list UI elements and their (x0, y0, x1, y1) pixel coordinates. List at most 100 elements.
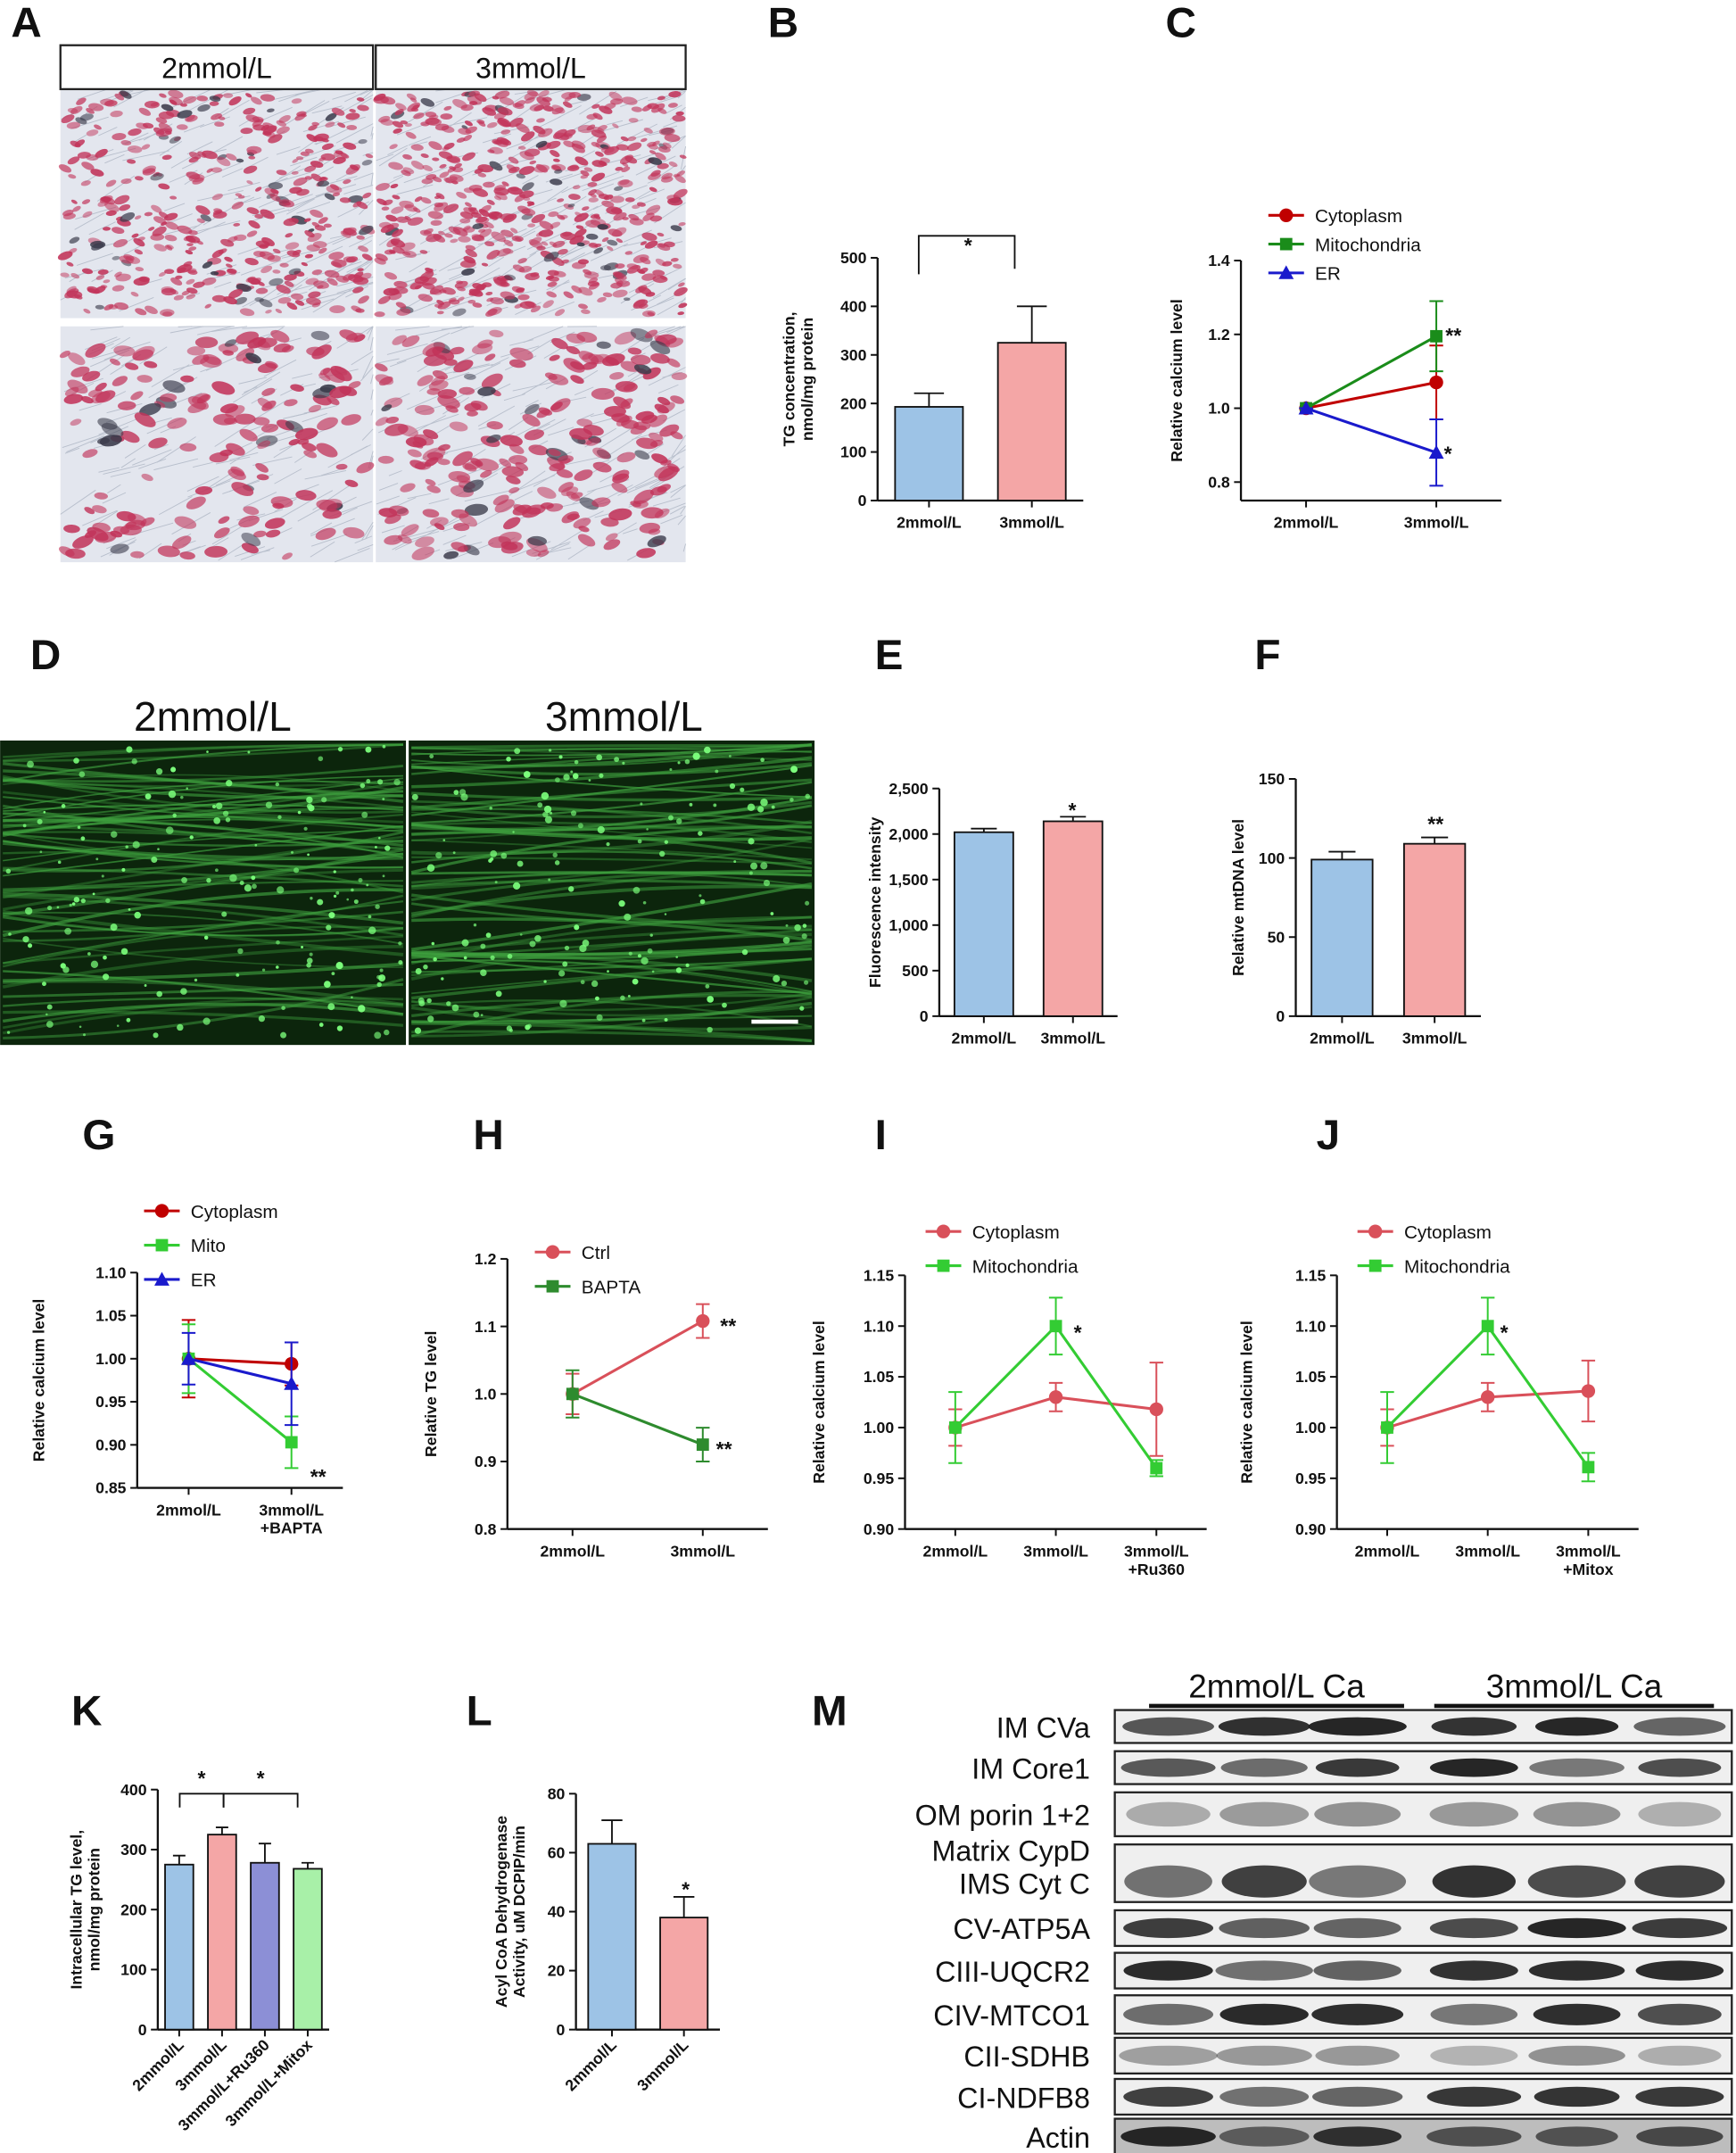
cell (566, 345, 581, 355)
cell (568, 194, 581, 201)
cell (236, 348, 255, 361)
cell (644, 240, 658, 249)
cell (276, 126, 290, 135)
granule (366, 883, 369, 887)
cell (420, 97, 435, 107)
cell (452, 308, 467, 317)
cell (302, 442, 317, 451)
texture (120, 458, 136, 468)
granule (485, 932, 492, 938)
fiber (3, 812, 404, 848)
granule (659, 850, 665, 857)
cell (397, 534, 412, 544)
granule (618, 900, 625, 907)
granule (186, 787, 188, 790)
granule (144, 984, 147, 987)
cell (439, 163, 447, 169)
cell (508, 455, 528, 465)
texture (386, 343, 428, 355)
blot-band (1527, 1917, 1626, 1939)
granule (194, 978, 198, 982)
texture (159, 140, 183, 156)
granule (310, 897, 313, 900)
cell (440, 113, 453, 120)
cell (597, 125, 608, 132)
granule (637, 839, 642, 844)
cell (464, 120, 473, 127)
point (1582, 1461, 1595, 1474)
cell (63, 525, 80, 534)
granule (346, 898, 350, 901)
cell (80, 180, 91, 186)
cell (487, 307, 502, 316)
granule (494, 881, 498, 884)
fiber (3, 1010, 404, 1027)
texture (151, 364, 190, 388)
texture (525, 400, 539, 408)
significance-bracket (178, 1793, 225, 1808)
granule (698, 831, 703, 836)
cell (478, 120, 486, 127)
cell (358, 295, 369, 304)
cell (343, 526, 365, 539)
fiber (411, 959, 813, 996)
texture (233, 378, 273, 403)
blot-strip (1113, 1791, 1733, 1838)
cell (260, 209, 275, 219)
cell (252, 417, 270, 426)
y-tick-label: 400 (120, 1781, 147, 1799)
cell (228, 95, 242, 106)
texture (324, 236, 345, 245)
fiber (3, 894, 404, 937)
cell (243, 165, 258, 174)
cell (209, 452, 229, 463)
granule (156, 990, 163, 998)
cell (304, 230, 315, 238)
granule (309, 952, 313, 956)
cell (316, 443, 338, 458)
granule (90, 960, 99, 968)
granule (558, 970, 566, 977)
cell (339, 197, 351, 203)
cell (594, 243, 602, 248)
texture (623, 229, 652, 243)
row-label: IM Core1 (971, 1752, 1090, 1785)
fiber (411, 996, 813, 1038)
texture (102, 492, 127, 504)
x-tick-label: 2mmol/L (156, 1501, 221, 1519)
cell (463, 479, 484, 493)
significance: * (1500, 1321, 1509, 1345)
granule (151, 857, 158, 864)
cell (95, 390, 116, 403)
cell (445, 405, 459, 413)
texture (389, 360, 407, 368)
texture (369, 336, 374, 351)
cell (620, 398, 633, 408)
cell (288, 268, 302, 276)
texture (407, 493, 432, 500)
cell (228, 288, 244, 299)
texture (670, 484, 686, 493)
y-tick-label: 0 (138, 2021, 147, 2039)
legend-marker (154, 1271, 169, 1286)
granule (180, 795, 184, 799)
cell (590, 213, 600, 219)
cell (436, 311, 444, 315)
cell (58, 164, 72, 173)
cell (218, 516, 230, 525)
cell (179, 443, 197, 452)
cell (255, 186, 262, 192)
bar (996, 342, 1067, 501)
fiber (411, 797, 813, 842)
cell (452, 98, 467, 109)
granule (554, 860, 560, 865)
cell (265, 529, 281, 538)
texture (248, 426, 262, 432)
granule (382, 874, 385, 878)
texture (62, 432, 108, 448)
cell (461, 268, 475, 276)
blot-band (1429, 1758, 1518, 1777)
cell (535, 140, 548, 148)
texture (164, 203, 186, 211)
texture (396, 352, 425, 364)
